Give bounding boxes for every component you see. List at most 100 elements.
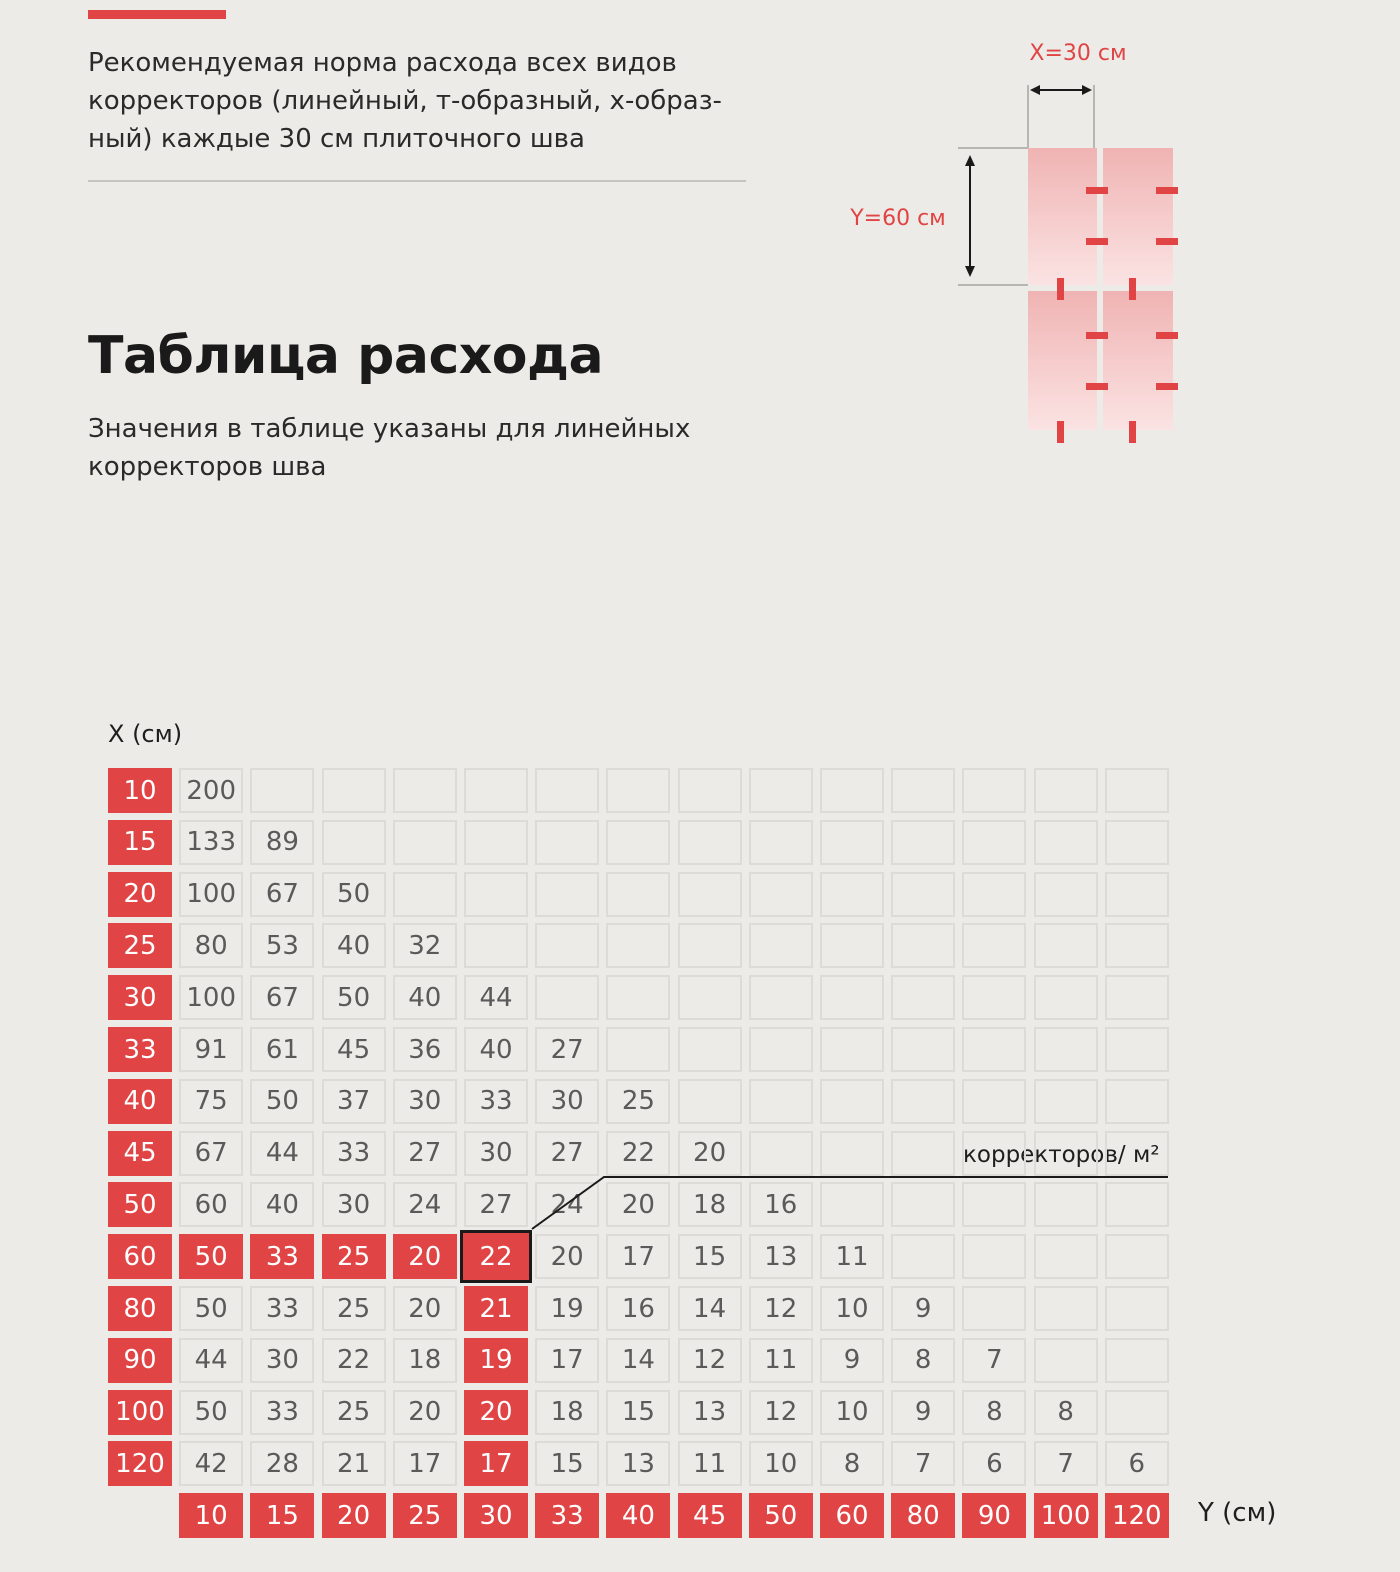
highlighted-cell: 50 bbox=[179, 1234, 244, 1280]
empty-cell bbox=[677, 975, 742, 1021]
diagram-x-arrowhead-left bbox=[1030, 85, 1040, 95]
table-cell: 27 bbox=[392, 1130, 457, 1176]
table-cell: 24 bbox=[535, 1182, 600, 1228]
empty-cell bbox=[962, 1130, 1027, 1176]
row-header: 40 bbox=[108, 1078, 172, 1124]
table-cell: 11 bbox=[748, 1337, 813, 1383]
empty-cell bbox=[606, 871, 671, 917]
empty-cell bbox=[1033, 1182, 1098, 1228]
table-cell: 19 bbox=[535, 1286, 600, 1331]
row-header: 120 bbox=[108, 1441, 172, 1487]
table-cell: 33 bbox=[464, 1078, 528, 1124]
empty-cell bbox=[962, 871, 1027, 917]
column-header: 80 bbox=[891, 1493, 956, 1539]
table-cell: 17 bbox=[535, 1337, 600, 1383]
table-cell: 8 bbox=[962, 1389, 1027, 1435]
y-axis-label: Y (см) bbox=[1198, 1498, 1277, 1528]
table-cell: 50 bbox=[321, 871, 386, 917]
empty-cell bbox=[392, 871, 457, 917]
row-header: 15 bbox=[108, 819, 172, 865]
empty-cell bbox=[1104, 768, 1169, 813]
table-cell: 30 bbox=[250, 1337, 315, 1383]
table-cell: 12 bbox=[748, 1389, 813, 1435]
table-cell: 21 bbox=[321, 1441, 386, 1487]
empty-cell bbox=[1104, 1337, 1169, 1383]
table-cell: 18 bbox=[535, 1389, 600, 1435]
empty-cell bbox=[748, 1130, 813, 1176]
empty-cell bbox=[250, 768, 315, 813]
row-header: 60 bbox=[108, 1234, 172, 1280]
table-cell: 9 bbox=[820, 1337, 884, 1383]
empty-cell bbox=[891, 1078, 956, 1124]
highlighted-cell: 25 bbox=[321, 1234, 386, 1280]
empty-cell bbox=[962, 1182, 1027, 1228]
empty-cell bbox=[321, 819, 386, 865]
table-cell: 53 bbox=[250, 923, 315, 969]
table-cell: 133 bbox=[179, 819, 244, 865]
column-header: 45 bbox=[677, 1493, 742, 1539]
table-cell: 40 bbox=[392, 975, 457, 1021]
table-cell: 22 bbox=[321, 1337, 386, 1383]
empty-cell bbox=[820, 923, 884, 969]
highlighted-cell: 19 bbox=[464, 1337, 528, 1383]
empty-cell bbox=[748, 819, 813, 865]
empty-cell bbox=[606, 923, 671, 969]
empty-cell bbox=[1033, 1078, 1098, 1124]
table-cell: 17 bbox=[392, 1441, 457, 1487]
empty-cell bbox=[748, 871, 813, 917]
empty-cell bbox=[535, 768, 600, 813]
empty-cell bbox=[321, 768, 386, 813]
corrector-h-3 bbox=[1086, 238, 1108, 245]
table-cell: 25 bbox=[321, 1389, 386, 1435]
row-header: 80 bbox=[108, 1286, 172, 1331]
tile-bottom-right bbox=[1103, 291, 1173, 430]
empty-cell bbox=[677, 819, 742, 865]
table-cell: 24 bbox=[392, 1182, 457, 1228]
row-header: 20 bbox=[108, 871, 172, 917]
table-cell: 91 bbox=[179, 1027, 244, 1072]
empty-cell bbox=[1033, 975, 1098, 1021]
empty-cell bbox=[1104, 1286, 1169, 1331]
empty-cell bbox=[1104, 1078, 1169, 1124]
empty-cell bbox=[677, 1027, 742, 1072]
corrector-h-8 bbox=[1156, 383, 1178, 390]
table-cell: 6 bbox=[1104, 1441, 1169, 1487]
table-cell: 25 bbox=[321, 1286, 386, 1331]
table-cell: 27 bbox=[535, 1027, 600, 1072]
selected-cell: 22 bbox=[460, 1230, 532, 1284]
highlighted-cell: 20 bbox=[392, 1234, 457, 1280]
empty-cell bbox=[1033, 1234, 1098, 1280]
table-cell: 27 bbox=[535, 1130, 600, 1176]
empty-cell bbox=[820, 975, 884, 1021]
column-header: 60 bbox=[820, 1493, 884, 1539]
empty-cell bbox=[677, 1078, 742, 1124]
empty-cell bbox=[891, 1130, 956, 1176]
empty-cell bbox=[606, 819, 671, 865]
table-cell: 32 bbox=[392, 923, 457, 969]
table-cell: 33 bbox=[250, 1286, 315, 1331]
table-cell: 30 bbox=[535, 1078, 600, 1124]
table-cell: 44 bbox=[250, 1130, 315, 1176]
table-cell: 50 bbox=[321, 975, 386, 1021]
table-cell: 7 bbox=[891, 1441, 956, 1487]
table-cell: 16 bbox=[748, 1182, 813, 1228]
empty-cell bbox=[1104, 1130, 1169, 1176]
table-cell: 9 bbox=[891, 1389, 956, 1435]
row-header: 10 bbox=[108, 768, 172, 813]
empty-cell bbox=[962, 923, 1027, 969]
table-cell: 7 bbox=[1033, 1441, 1098, 1487]
table-cell: 40 bbox=[464, 1027, 528, 1072]
empty-cell bbox=[891, 923, 956, 969]
column-header: 30 bbox=[464, 1493, 528, 1539]
column-header: 33 bbox=[535, 1493, 600, 1539]
highlighted-cell: 33 bbox=[250, 1234, 315, 1280]
empty-cell bbox=[1033, 871, 1098, 917]
table-cell: 10 bbox=[820, 1286, 884, 1331]
table-cell: 60 bbox=[179, 1182, 244, 1228]
empty-cell bbox=[962, 975, 1027, 1021]
empty-cell bbox=[606, 768, 671, 813]
table-cell: 17 bbox=[606, 1234, 671, 1280]
table-cell: 14 bbox=[677, 1286, 742, 1331]
empty-cell bbox=[1033, 923, 1098, 969]
